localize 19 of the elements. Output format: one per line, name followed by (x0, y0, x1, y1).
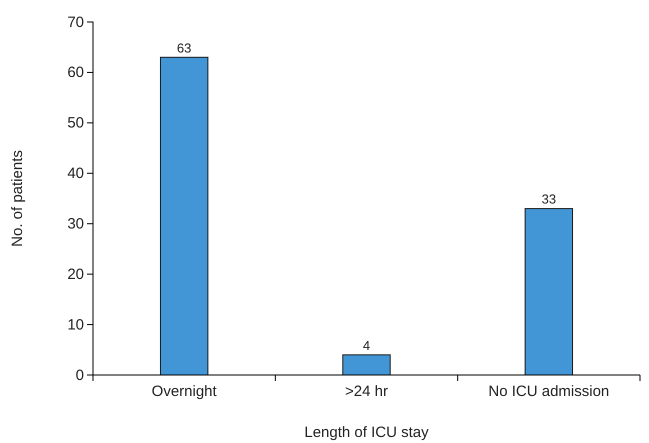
bar (342, 354, 391, 376)
x-axis-title: Length of ICU stay (304, 424, 430, 441)
x-tick-label: Overnight (152, 383, 218, 400)
y-tick-label: 0 (76, 366, 84, 384)
data-label: 33 (542, 192, 556, 207)
y-tick-label: 30 (67, 216, 84, 233)
y-tick-label: 50 (67, 114, 84, 132)
y-tick-label: 70 (67, 14, 84, 31)
data-label: 63 (176, 40, 192, 56)
y-tick-label: 10 (67, 316, 84, 334)
y-tick-label: 60 (67, 64, 84, 82)
y-tick-label: 20 (67, 266, 84, 283)
bar (524, 208, 574, 376)
y-tick-label: 40 (67, 165, 84, 182)
bar (160, 56, 208, 376)
data-label: 4 (362, 338, 370, 353)
x-tick-label: No ICU admission (488, 383, 610, 400)
y-axis-title: No. of patients (9, 150, 26, 247)
x-tick-label: >24 hr (345, 383, 388, 400)
